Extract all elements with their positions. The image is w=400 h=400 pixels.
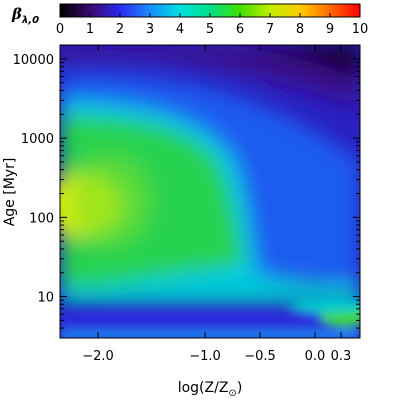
colorbar-tick-label: 8 [296,22,304,37]
colorbar-tick-label: 3 [146,22,154,37]
x-tick-label: −0.5 [244,349,276,364]
colorbar-ticks: 0 1 2 3 4 5 6 7 8 9 10 [56,13,368,37]
x-tick-label: 0.3 [331,349,352,364]
colorbar-title: βλ,0 [11,5,39,26]
x-axis-title: log(Z/Z⊙) [178,380,243,399]
x-tick-label: −1.0 [189,349,221,364]
colorbar-tick-label: 5 [206,22,214,37]
plot-frame [59,44,361,339]
colorbar-tick-label: 4 [176,22,184,37]
y-axis-title: Age [Myr] [2,158,18,227]
colorbar-tick-label: 7 [266,22,274,37]
colorbar-tick-label: 10 [352,22,369,37]
x-axis-title-close: ) [237,380,242,396]
x-axis-title-subscript: ⊙ [228,388,236,399]
heatmap-image [60,45,360,338]
x-tick-label: −2.0 [82,349,114,364]
colorbar-tick-label: 1 [86,22,94,37]
x-tick-label: 0.0 [305,349,326,364]
colorbar: 0 1 2 3 4 5 6 7 8 9 10 βλ,0 [11,3,368,37]
colorbar-tick-label: 6 [236,22,244,37]
colorbar-tick-label: 9 [326,22,334,37]
y-axis-ticks: 10 100 1000 10000 [13,53,360,339]
colorbar-title-subscript: λ,0 [21,15,39,26]
y-tick-label: 1000 [21,132,54,147]
colorbar-tick-label: 0 [56,22,64,37]
colorbar-tick-label: 2 [116,22,124,37]
x-axis-ticks: −2.0 −1.0 −0.5 0.0 0.3 [82,45,351,364]
y-tick-label: 100 [29,211,54,226]
heatmap-area: −2.0 −1.0 −0.5 0.0 0.3 10 100 1000 10000 [13,44,361,364]
y-tick-label: 10000 [13,53,54,68]
y-tick-label: 10 [37,291,54,306]
